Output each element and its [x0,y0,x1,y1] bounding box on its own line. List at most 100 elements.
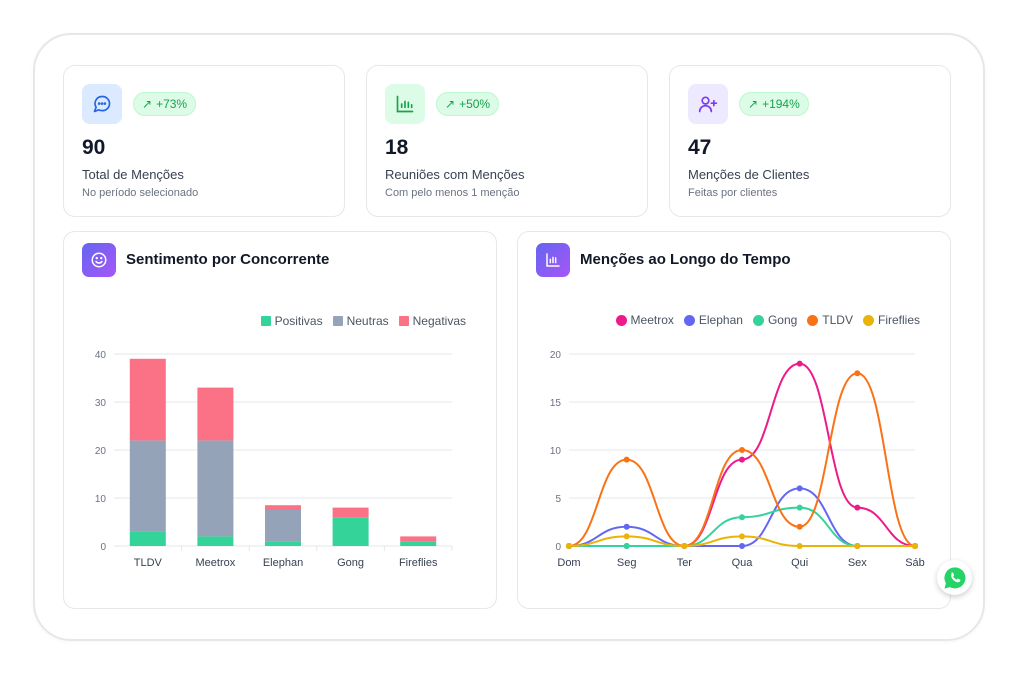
bar-segment-negativas[interactable] [265,505,301,510]
trend-up-icon: ↗ [142,97,153,111]
legend-swatch [683,314,695,326]
legend-item-negativas[interactable]: Negativas [398,314,466,328]
y-tick-label: 20 [550,350,562,361]
x-tick-label: Qui [791,557,808,569]
legend-item-tldv[interactable]: TLDV [807,313,853,327]
timeline-panel: Menções ao Longo do Tempo Meetrox Elepha… [517,231,951,609]
data-point-elephan[interactable] [796,485,803,492]
legend-label: Neutras [346,314,389,328]
chart-legend: Positivas Neutras Negativas [260,314,466,328]
x-tick-label: Qua [732,557,754,569]
bar-segment-neutras[interactable] [197,440,234,537]
bar-segment-positivas[interactable] [400,541,437,546]
trend-value: +194% [762,97,800,111]
data-point-tldv[interactable] [623,456,630,463]
bar-segment-negativas[interactable] [400,536,437,542]
data-point-fireflies[interactable] [854,543,861,549]
legend-swatch [260,316,271,326]
legend-swatch [862,314,874,326]
data-point-fireflies[interactable] [681,543,688,549]
bar-segment-negativas[interactable] [332,507,369,518]
bar-chart-icon [385,84,425,124]
data-point-fireflies[interactable] [623,533,630,540]
legend-swatch [332,316,343,326]
y-tick-label: 20 [95,446,107,457]
trend-badge: ↗ +73% [133,92,197,116]
bar-segment-negativas[interactable] [129,358,166,441]
legend-swatch [615,314,627,326]
x-tick-label: Seg [617,557,637,569]
y-tick-label: 40 [95,350,107,361]
legend-swatch [807,314,819,326]
bar-segment-neutras[interactable] [129,440,166,532]
trend-value: +73% [156,97,188,111]
chart-icon [536,243,570,277]
legend-item-meetrox[interactable]: Meetrox [615,313,674,327]
legend-label: Elephan [698,313,743,327]
x-tick-label: Meetrox [196,557,236,569]
data-point-fireflies[interactable] [796,543,803,549]
bar-segment-positivas[interactable] [332,517,369,546]
bar-segment-negativas[interactable] [197,387,234,441]
y-tick-label: 0 [555,542,561,553]
data-point-gong[interactable] [739,514,745,521]
bar-segment-positivas[interactable] [129,531,166,546]
stat-sublabel: Feitas por clientes [688,187,778,199]
sentiment-panel: Sentimento por Concorrente Positivas Neu… [63,231,497,609]
x-tick-label: Sex [848,557,867,569]
chat-bubble-icon [82,84,122,124]
trend-badge: ↗ +194% [739,92,809,116]
data-point-fireflies[interactable] [912,543,918,549]
legend-label: Gong [767,313,798,327]
y-tick-label: 10 [550,446,562,457]
x-tick-label: Elephan [263,557,303,569]
stat-value: 47 [688,136,712,159]
whatsapp-button[interactable] [937,560,972,595]
trend-up-icon: ↗ [445,97,456,111]
y-tick-label: 10 [95,494,107,505]
data-point-gong[interactable] [623,543,630,549]
stat-card-clients: ↗ +194% 47 Menções de Clientes Feitas po… [669,65,951,217]
data-point-tldv[interactable] [739,447,745,453]
legend-item-elephan[interactable]: Elephan [683,313,743,327]
x-tick-label: Dom [557,557,580,569]
bar-segment-positivas[interactable] [265,541,301,546]
stat-card-meetings: ↗ +50% 18 Reuniões com Menções Com pelo … [366,65,648,217]
trend-up-icon: ↗ [748,97,759,111]
data-point-fireflies[interactable] [739,533,745,540]
bar-segment-positivas[interactable] [197,536,234,546]
data-point-meetrox[interactable] [739,456,745,463]
legend-item-positivas[interactable]: Positivas [260,314,323,328]
legend-swatch [398,316,409,326]
legend-item-gong[interactable]: Gong [752,313,798,327]
data-point-meetrox[interactable] [854,504,861,511]
mentions-line-chart: 0 5 10 15 20 Dom Seg Ter Qua Qui Sex Sáb [550,350,925,569]
legend-label: Fireflies [877,313,920,327]
stat-sublabel: Com pelo menos 1 menção [385,187,520,199]
stat-label: Reuniões com Menções [385,167,525,182]
x-tick-label: TLDV [134,557,163,569]
data-point-tldv[interactable] [796,523,803,530]
users-icon [688,84,728,124]
y-tick-label: 30 [95,398,107,409]
data-point-elephan[interactable] [739,543,745,549]
sentiment-bar-chart: 0 10 20 30 40 TLDV Meetrox Elephan Gong Fireflies [95,350,453,569]
legend-item-fireflies[interactable]: Fireflies [862,313,920,327]
legend-label: Negativas [412,314,466,328]
stat-sublabel: No período selecionado [82,187,199,199]
legend-label: Positivas [274,314,323,328]
data-point-fireflies[interactable] [566,543,572,549]
y-tick-label: 5 [555,494,561,505]
stat-label: Menções de Clientes [688,167,810,182]
bar-segment-neutras[interactable] [265,510,301,542]
data-point-gong[interactable] [796,504,803,511]
y-tick-label: 15 [550,398,562,409]
legend-item-neutras[interactable]: Neutras [332,314,389,328]
data-point-elephan[interactable] [623,523,630,530]
data-point-tldv[interactable] [854,370,861,377]
stat-label: Total de Menções [82,167,184,182]
whatsapp-icon [943,566,965,589]
x-tick-label: Fireflies [399,557,438,569]
x-tick-label: Ter [677,557,693,569]
data-point-meetrox[interactable] [796,360,803,367]
